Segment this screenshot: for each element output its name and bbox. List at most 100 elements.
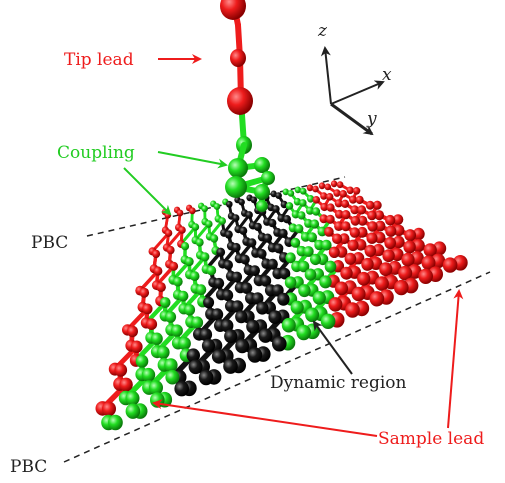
lead-atom [306, 184, 314, 192]
dynamic-atom [231, 300, 244, 313]
coupling-atom [319, 275, 332, 289]
coupling-atom [225, 176, 247, 198]
sheet-bond [151, 231, 171, 253]
coupling-atom [178, 290, 189, 302]
coupling-atom [261, 171, 275, 185]
dynamic-atom [198, 369, 214, 386]
lead-atom [369, 291, 385, 307]
lead-atom [328, 246, 340, 258]
lead-atom [347, 239, 359, 251]
coupling-atom [256, 200, 268, 212]
pbc-top-label: PBC [31, 233, 68, 253]
coupling-atom [160, 297, 171, 308]
annotation-arrows [123, 54, 464, 437]
coupling-atom [317, 226, 327, 237]
lead-atom [325, 214, 335, 224]
lead-atom [328, 297, 343, 312]
lead-atom [333, 189, 341, 197]
lead-atom [349, 195, 357, 204]
coupling-atom [164, 358, 178, 373]
dynamic-atom [268, 218, 277, 228]
lead-atom [421, 255, 436, 271]
dynamic-atom [277, 292, 290, 306]
coupling-atom [165, 311, 177, 323]
lead-atom [375, 220, 386, 232]
coupling-atom [228, 158, 248, 178]
lead-atom [340, 221, 351, 232]
dynamic-region-arrow [312, 320, 353, 375]
dynamic-atom [238, 198, 245, 206]
lead-atom [404, 229, 417, 242]
dynamic-atom [283, 215, 291, 224]
dynamic-atom [279, 267, 291, 280]
lead-atom [312, 185, 319, 193]
lead-atom [334, 199, 343, 208]
lead-atom [318, 182, 326, 190]
coupling-atom [125, 390, 140, 406]
lead-atom [350, 215, 360, 226]
dynamic-atom [224, 329, 238, 344]
dynamic-atom [239, 226, 248, 235]
pbc-bottom-label: PBC [10, 457, 47, 477]
coupling-atom [165, 369, 180, 385]
x-axis-arrow [330, 80, 385, 105]
coupling-atom [305, 307, 320, 323]
coupling-atom [303, 246, 314, 257]
dynamic-atom [250, 196, 258, 204]
coupling-atom [299, 187, 307, 195]
dynamic-atom [226, 200, 233, 208]
dynamic-atom [263, 233, 273, 243]
coupling-atom [321, 239, 332, 251]
coupling-atom [205, 220, 213, 228]
lead-atom [442, 257, 458, 273]
lead-atom [398, 265, 413, 281]
lead-atom [382, 249, 395, 263]
dynamic-atom [199, 328, 213, 342]
lead-atom [392, 235, 405, 249]
coupling-atom [284, 276, 297, 289]
sample-lead-arrow-left [152, 399, 378, 437]
lead-atom [334, 281, 349, 296]
lead-atom [335, 209, 344, 219]
lead-atom [332, 233, 343, 245]
coupling-atom [191, 223, 200, 231]
dynamic-atom [211, 308, 224, 321]
lead-atom [146, 318, 158, 331]
dynamic-atom [278, 228, 288, 238]
lead-atom [361, 257, 374, 271]
dynamic-atom [257, 248, 267, 259]
dynamic-atom [267, 258, 278, 270]
coupling-atom [195, 238, 204, 247]
dynamic-atom [246, 319, 260, 334]
coupling-atom [181, 242, 190, 251]
lead-atom [403, 240, 416, 254]
dynamic-atom [260, 275, 272, 287]
lead-atom [127, 325, 138, 338]
coupling-atom [173, 276, 183, 287]
lead-atom [355, 195, 364, 205]
coupling-atom [312, 291, 326, 305]
sheet-atoms [95, 180, 468, 431]
dynamic-atom [203, 296, 215, 309]
lead-atom [418, 268, 434, 284]
coupling-atom [184, 304, 196, 316]
lead-atom [330, 180, 338, 188]
dynamic-atom [223, 358, 238, 374]
lead-atom [130, 340, 143, 353]
lead-atom [176, 209, 184, 217]
lead-atom [372, 200, 382, 210]
coupling-atom [304, 268, 317, 281]
coupling-arrow-tip [157, 151, 228, 169]
dynamic-atom [247, 347, 263, 363]
coupling-atom [254, 157, 270, 173]
lead-atom [339, 233, 350, 245]
lead-atom [345, 302, 360, 318]
lead-atom [178, 226, 186, 234]
graphene-sheet [95, 180, 468, 431]
lead-atom [341, 210, 351, 220]
coupling-atom [189, 271, 200, 282]
dynamic-atom [270, 190, 277, 198]
coupling-atom [282, 188, 289, 196]
dynamic-atom [231, 271, 243, 283]
